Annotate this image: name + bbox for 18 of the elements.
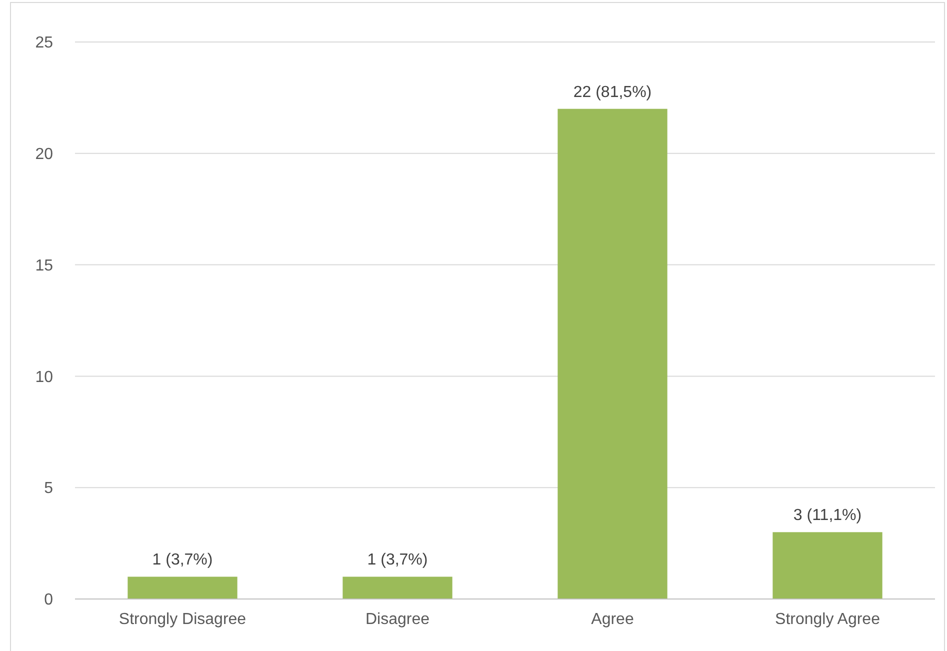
x-tick-label: Strongly Disagree (118, 611, 246, 628)
x-tick-label: Agree (591, 611, 634, 628)
bar (772, 532, 882, 599)
y-tick-label: 25 (35, 34, 54, 52)
y-tick-label: 15 (35, 257, 54, 274)
data-label: 1 (3,7%) (367, 552, 428, 569)
bar (128, 576, 238, 599)
data-label: 22 (81,5%) (573, 84, 652, 101)
bar (342, 576, 452, 599)
y-tick-label: 0 (44, 592, 54, 609)
y-tick-label: 10 (35, 368, 54, 386)
data-label: 3 (11,1%) (793, 507, 862, 524)
data-label: 1 (3,7%) (152, 552, 213, 569)
x-tick-label: Strongly Agree (775, 611, 880, 628)
x-tick-label: Disagree (365, 611, 430, 628)
bar (558, 108, 668, 599)
y-tick-label: 5 (44, 480, 54, 498)
y-tick-label: 20 (35, 146, 54, 163)
